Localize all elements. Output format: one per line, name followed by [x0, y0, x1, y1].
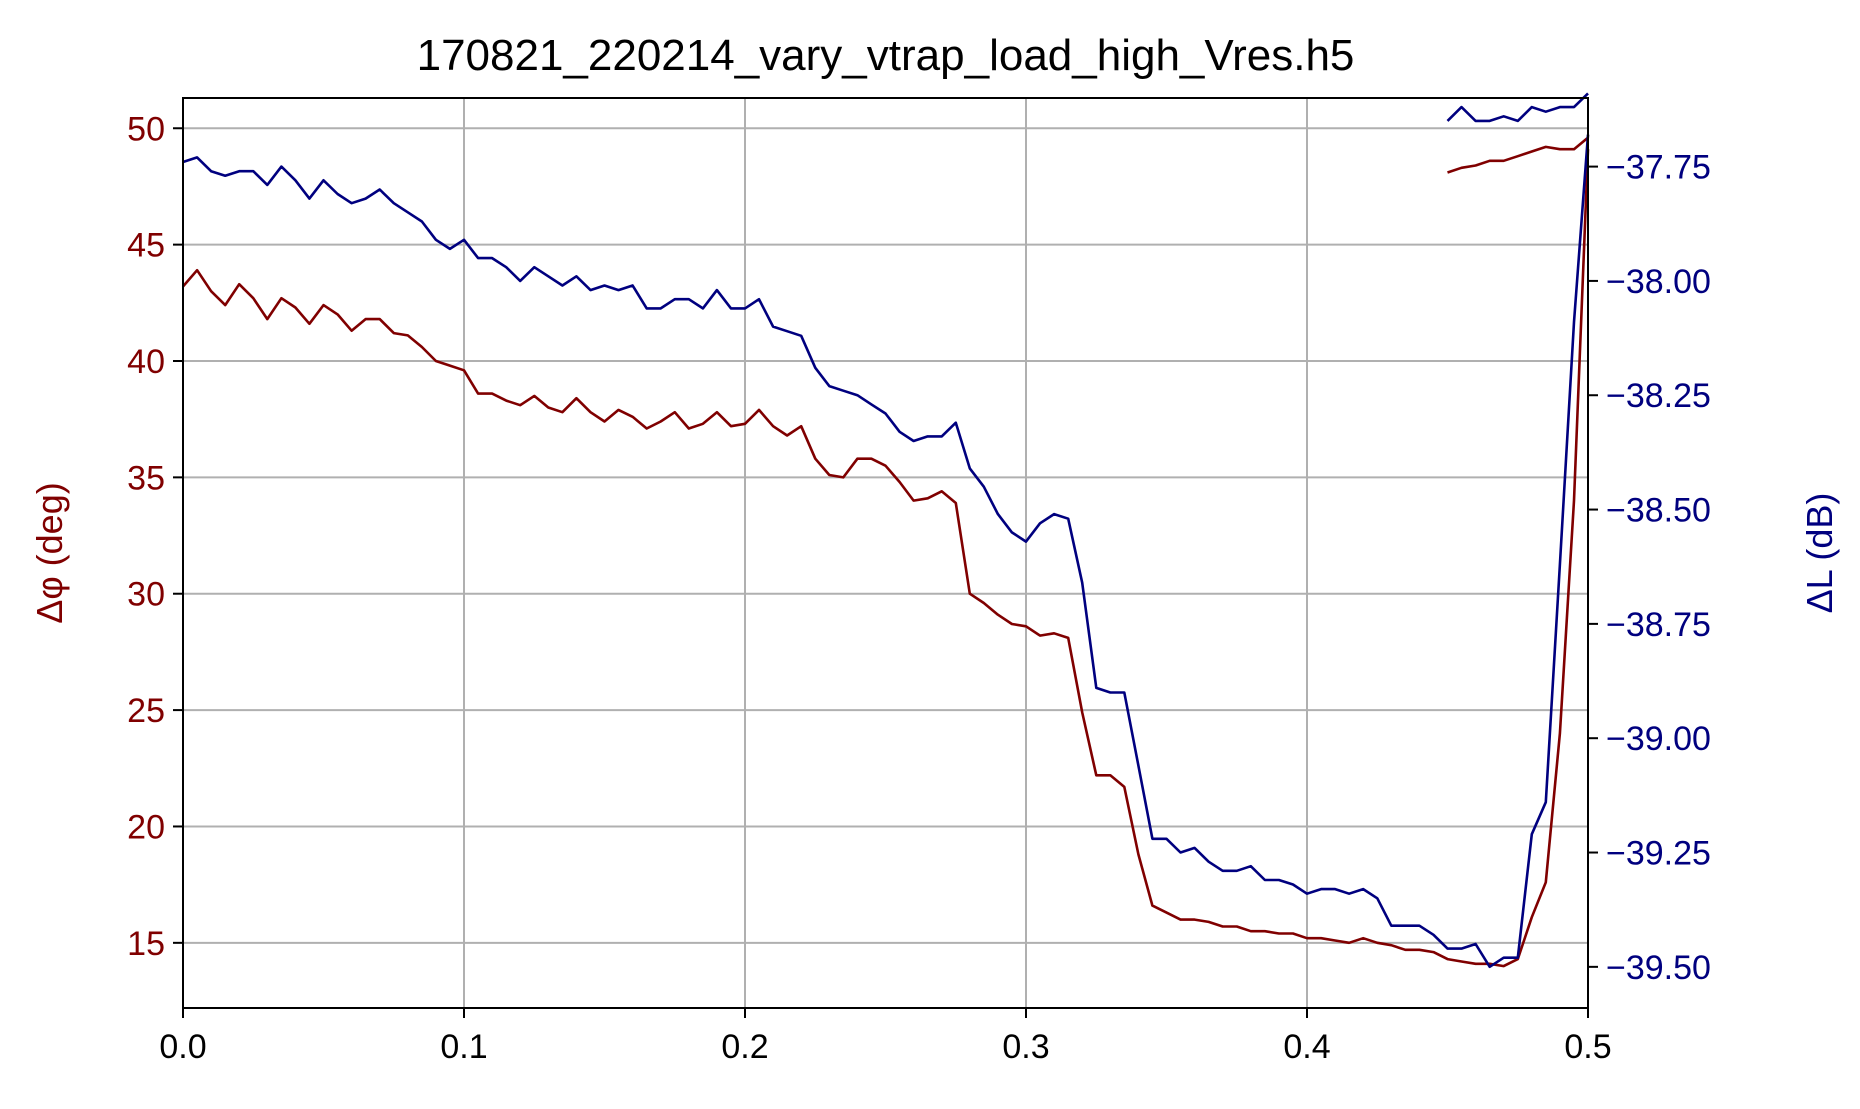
series-layer: [182, 92, 1590, 969]
x-tick-label-2: 0.2: [721, 1028, 768, 1066]
right-tick-label-0: −37.75: [1606, 149, 1711, 187]
series-left-line-0: [182, 149, 1590, 968]
left-tick-label-3: 30: [127, 576, 165, 614]
left-y-axis-label: Δφ (deg): [29, 482, 70, 623]
x-tick-label-5: 0.5: [1564, 1028, 1611, 1066]
right-y-axis: −37.75 −38.00 −38.25 −38.50 −38.75 −39.00 −39.…: [1588, 149, 1711, 987]
right-tick-label-7: −39.50: [1606, 949, 1711, 987]
left-tick-label-0: 15: [127, 925, 165, 963]
left-tick-label-2: 25: [127, 692, 165, 730]
left-tick-label-5: 40: [127, 343, 165, 381]
series-left-line-1: [1447, 136, 1589, 174]
chart-title: 170821_220214_vary_vtrap_load_high_Vres.…: [417, 31, 1355, 80]
left-tick-label-7: 50: [127, 110, 165, 148]
right-tick-label-4: −38.75: [1606, 606, 1711, 644]
left-tick-label-1: 20: [127, 808, 165, 846]
right-tick-label-5: −39.00: [1606, 720, 1711, 758]
left-tick-label-4: 35: [127, 459, 165, 497]
right-tick-label-1: −38.00: [1606, 263, 1711, 301]
series-right-line-0: [182, 134, 1590, 969]
right-y-axis-label: ΔL (dB): [1799, 493, 1840, 614]
right-tick-label-6: −39.25: [1606, 835, 1711, 873]
x-tick-label-4: 0.4: [1283, 1028, 1330, 1066]
grid: [182, 98, 1589, 1008]
x-axis: 0.0 0.1 0.2 0.3 0.4 0.5: [159, 1008, 1612, 1066]
left-tick-label-6: 45: [127, 227, 165, 265]
series-right-line-1: [1446, 92, 1589, 123]
x-tick-label-1: 0.1: [440, 1028, 487, 1066]
plot-frame: [182, 97, 1589, 1009]
x-tick-label-3: 0.3: [1002, 1028, 1049, 1066]
right-tick-label-3: −38.50: [1606, 492, 1711, 530]
right-tick-label-2: −38.25: [1606, 377, 1711, 415]
left-y-axis: 15 20 25 30 35 40 45 50: [127, 110, 183, 963]
x-tick-label-0: 0.0: [159, 1028, 206, 1066]
